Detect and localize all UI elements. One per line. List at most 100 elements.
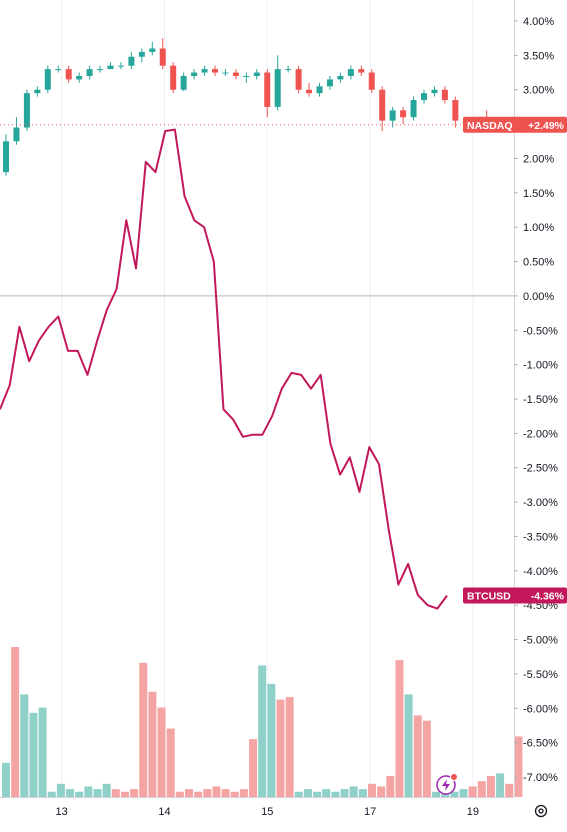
x-tick-label: 13: [56, 806, 68, 818]
x-tick-label: 15: [261, 806, 273, 818]
volume-bar: [322, 789, 331, 797]
candle-body: [138, 51, 145, 57]
candle-body: [180, 75, 187, 90]
volume-bar: [194, 791, 203, 797]
candle-body: [34, 89, 41, 94]
y-tick-label: -0.50%: [523, 325, 558, 337]
volume-bar: [29, 712, 38, 797]
volume-bar: [413, 715, 422, 797]
volume-bar: [102, 783, 111, 797]
y-tick-label: -5.50%: [523, 669, 558, 681]
candle-body: [295, 69, 302, 90]
volume-bar: [249, 739, 258, 797]
candle-body: [107, 65, 114, 70]
candle-body: [253, 72, 260, 76]
nasdaq-candles: [0, 38, 514, 176]
volume-bar: [139, 662, 148, 797]
btcusd-polyline: [0, 128, 448, 610]
lightning-icon-bolt: [442, 779, 450, 791]
candle-body: [44, 69, 51, 90]
candle-body: [159, 48, 166, 66]
volume-bar: [157, 707, 166, 797]
volume-bar: [75, 791, 84, 797]
x-tick-label: 19: [467, 806, 479, 818]
volume-bar: [422, 720, 431, 797]
grid: [0, 0, 514, 797]
volume-bar: [395, 660, 404, 797]
volume-bar: [340, 789, 349, 797]
candle-body: [306, 89, 313, 94]
candle-body: [201, 69, 208, 73]
btcusd-tag: BTCUSD -4.36%: [463, 587, 567, 604]
candle-body: [55, 69, 62, 71]
gear-icon-inner: [538, 808, 544, 814]
candle-body: [274, 69, 281, 107]
candle-body: [191, 72, 198, 76]
candle-body: [421, 93, 427, 101]
volume-bar: [496, 773, 505, 797]
y-tick-label: 3.50%: [523, 50, 554, 62]
volume-bar: [459, 789, 468, 797]
y-tick-label: 0.00%: [523, 291, 554, 303]
candle-body: [285, 69, 292, 71]
volume-bar: [349, 786, 358, 797]
y-tick-label: 0.50%: [523, 257, 554, 269]
btcusd-tag-name: BTCUSD: [467, 591, 511, 603]
volume-bar: [212, 786, 221, 797]
volume-bar: [20, 694, 29, 797]
volume-bar: [11, 647, 20, 797]
candle-body: [232, 72, 239, 76]
volume-bar: [56, 783, 65, 797]
x-tick-label: 14: [158, 806, 170, 818]
volume-bar: [358, 789, 367, 797]
volume-bar: [477, 781, 486, 797]
btcusd-tag-value: -4.36%: [531, 591, 565, 603]
gear-icon[interactable]: [534, 804, 548, 818]
volume-bar: [377, 786, 386, 797]
volume-bar: [294, 791, 303, 797]
volume-bar: [404, 694, 413, 797]
volume-bar: [2, 762, 10, 797]
volume-histogram: [2, 647, 523, 797]
nasdaq-tag-name: NASDAQ: [467, 120, 513, 132]
volume-bar: [468, 786, 477, 797]
volume-bar: [285, 697, 294, 797]
volume-bar: [331, 791, 340, 797]
volume-bar: [148, 691, 157, 797]
volume-bar: [203, 789, 212, 797]
x-tick-label: 17: [364, 806, 376, 818]
volume-bar: [185, 789, 193, 797]
candle-body: [86, 69, 93, 76]
volume-bar: [386, 775, 395, 797]
volume-bar: [120, 791, 129, 797]
lightning-icon[interactable]: [436, 773, 458, 795]
volume-bar: [38, 707, 47, 797]
y-tick-label: -6.50%: [523, 738, 558, 750]
y-tick-label: -1.50%: [523, 394, 558, 406]
volume-bar: [313, 791, 322, 797]
candle-body: [149, 48, 156, 52]
volume-bar: [450, 791, 459, 797]
y-tick-label: 4.00%: [523, 16, 554, 28]
y-tick-label: 1.00%: [523, 222, 554, 234]
volume-bar: [230, 791, 239, 797]
price-tags: NASDAQ +2.49% BTCUSD -4.36%: [463, 116, 567, 604]
volume-bar: [175, 791, 184, 797]
candle-body: [65, 69, 72, 80]
candle-body: [76, 75, 83, 80]
volume-bar: [93, 789, 102, 797]
volume-bar: [258, 665, 267, 797]
candle-body: [400, 110, 407, 118]
y-tick-label: 1.50%: [523, 188, 554, 200]
y-tick-label: -1.00%: [523, 360, 558, 372]
y-tick-label: -2.00%: [523, 428, 558, 440]
volume-bar: [111, 789, 120, 797]
nasdaq-tag: NASDAQ +2.49%: [463, 116, 567, 133]
candle-body: [128, 56, 135, 66]
candle-body: [452, 100, 459, 121]
nasdaq-tag-value: +2.49%: [528, 120, 565, 132]
time-axis[interactable]: 13 14 15 17 19: [0, 797, 514, 819]
volume-bar: [368, 783, 376, 797]
candle-body: [389, 110, 396, 121]
